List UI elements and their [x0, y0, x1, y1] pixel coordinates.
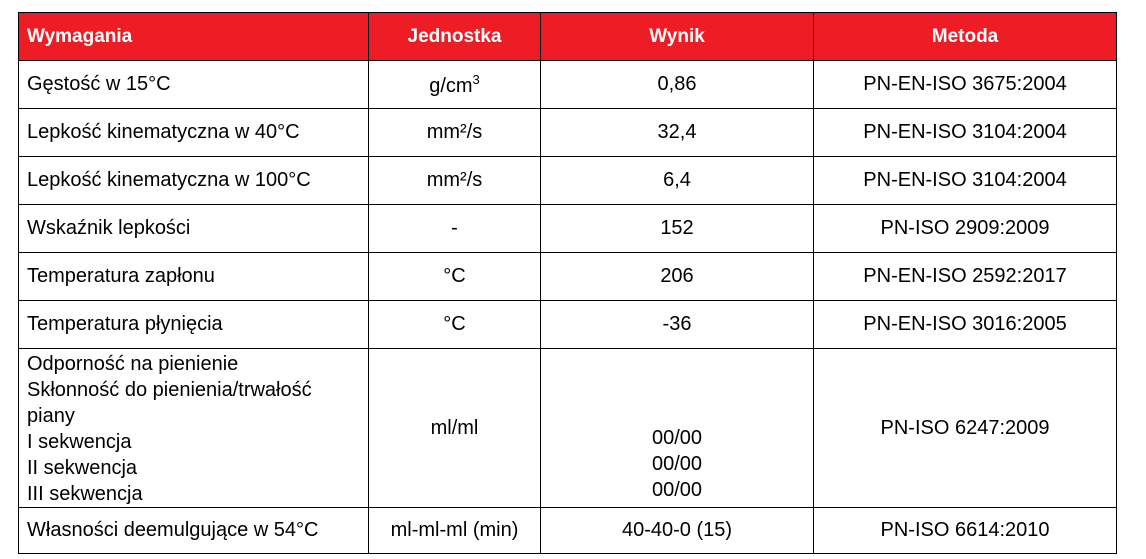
unit-cell: °C — [368, 300, 541, 349]
unit-cell: °C — [368, 252, 541, 301]
unit-cell: g/cm3 — [368, 60, 541, 109]
result-cell: 40-40-0 (15) — [540, 507, 814, 554]
method-cell: PN-ISO 6247:2009 — [813, 348, 1117, 508]
table-row-viscosity-40: Lepkość kinematyczna w 40°C mm²/s 32,4 P… — [18, 108, 1117, 157]
unit-cell: mm²/s — [368, 156, 541, 205]
table-row-flash-point: Temperatura zapłonu °C 206 PN-EN-ISO 259… — [18, 252, 1117, 301]
unit-text: g/cm — [429, 74, 473, 97]
table-body: Gęstość w 15°C g/cm3 0,86 PN-EN-ISO 3675… — [18, 60, 1117, 554]
result-cell: -36 — [540, 300, 814, 349]
specification-table: Wymagania Jednostka Wynik Metoda Gęstość… — [18, 12, 1117, 554]
method-cell: PN-EN-ISO 3104:2004 — [813, 156, 1117, 205]
header-method: Metoda — [813, 12, 1117, 61]
result-line: 00/00 — [651, 427, 703, 449]
table-row-density: Gęstość w 15°C g/cm3 0,86 PN-EN-ISO 3675… — [18, 60, 1117, 109]
requirement-cell: Temperatura zapłonu — [18, 252, 369, 301]
requirement-line: piany — [27, 405, 75, 427]
result-cell: 32,4 — [540, 108, 814, 157]
result-cell: 152 — [540, 204, 814, 253]
table-row-pour-point: Temperatura płynięcia °C -36 PN-EN-ISO 3… — [18, 300, 1117, 349]
method-cell: PN-EN-ISO 3016:2005 — [813, 300, 1117, 349]
unit-cell: mm²/s — [368, 108, 541, 157]
result-cell: 00/00 00/00 00/00 — [540, 348, 814, 508]
requirement-cell: Gęstość w 15°C — [18, 60, 369, 109]
requirement-cell: Temperatura płynięcia — [18, 300, 369, 349]
requirement-cell: Odporność na pienienie Skłonność do pien… — [18, 348, 369, 508]
unit-cell: ml/ml — [368, 348, 541, 508]
unit-cell: - — [368, 204, 541, 253]
requirement-cell: Wskaźnik lepkości — [18, 204, 369, 253]
header-row: Wymagania Jednostka Wynik Metoda — [18, 12, 1117, 61]
table-row-viscosity-100: Lepkość kinematyczna w 100°C mm²/s 6,4 P… — [18, 156, 1117, 205]
method-cell: PN-ISO 6614:2010 — [813, 507, 1117, 554]
result-line: 00/00 — [651, 453, 703, 475]
foaming-results: 00/00 00/00 00/00 — [541, 349, 813, 507]
header-result: Wynik — [540, 12, 814, 61]
requirement-line: Skłonność do pienienia/trwałość — [27, 379, 312, 401]
method-cell: PN-EN-ISO 3104:2004 — [813, 108, 1117, 157]
table-row-viscosity-index: Wskaźnik lepkości - 152 PN-ISO 2909:2009 — [18, 204, 1117, 253]
requirement-cell: Własności deemulgujące w 54°C — [18, 507, 369, 554]
result-cell: 6,4 — [540, 156, 814, 205]
requirement-cell: Lepkość kinematyczna w 100°C — [18, 156, 369, 205]
unit-superscript: 3 — [472, 71, 480, 87]
requirement-line: Odporność na pienienie — [27, 353, 239, 375]
result-cell: 206 — [540, 252, 814, 301]
requirement-line: I sekwencja — [27, 431, 132, 453]
requirement-line: II sekwencja — [27, 457, 138, 479]
method-cell: PN-EN-ISO 2592:2017 — [813, 252, 1117, 301]
unit-cell: ml-ml-ml (min) — [368, 507, 541, 554]
result-cell: 0,86 — [540, 60, 814, 109]
requirement-cell: Lepkość kinematyczna w 40°C — [18, 108, 369, 157]
table-header: Wymagania Jednostka Wynik Metoda — [18, 12, 1117, 61]
table-row-demulsibility: Własności deemulgujące w 54°C ml-ml-ml (… — [18, 507, 1117, 554]
result-line: 00/00 — [651, 479, 703, 501]
requirement-line: III sekwencja — [27, 483, 143, 505]
foaming-requirement-lines: Odporność na pienienie Skłonność do pien… — [27, 349, 368, 507]
method-cell: PN-ISO 2909:2009 — [813, 204, 1117, 253]
header-requirements: Wymagania — [18, 12, 369, 61]
table-row-foaming: Odporność na pienienie Skłonność do pien… — [18, 348, 1117, 508]
header-unit: Jednostka — [368, 12, 541, 61]
method-cell: PN-EN-ISO 3675:2004 — [813, 60, 1117, 109]
